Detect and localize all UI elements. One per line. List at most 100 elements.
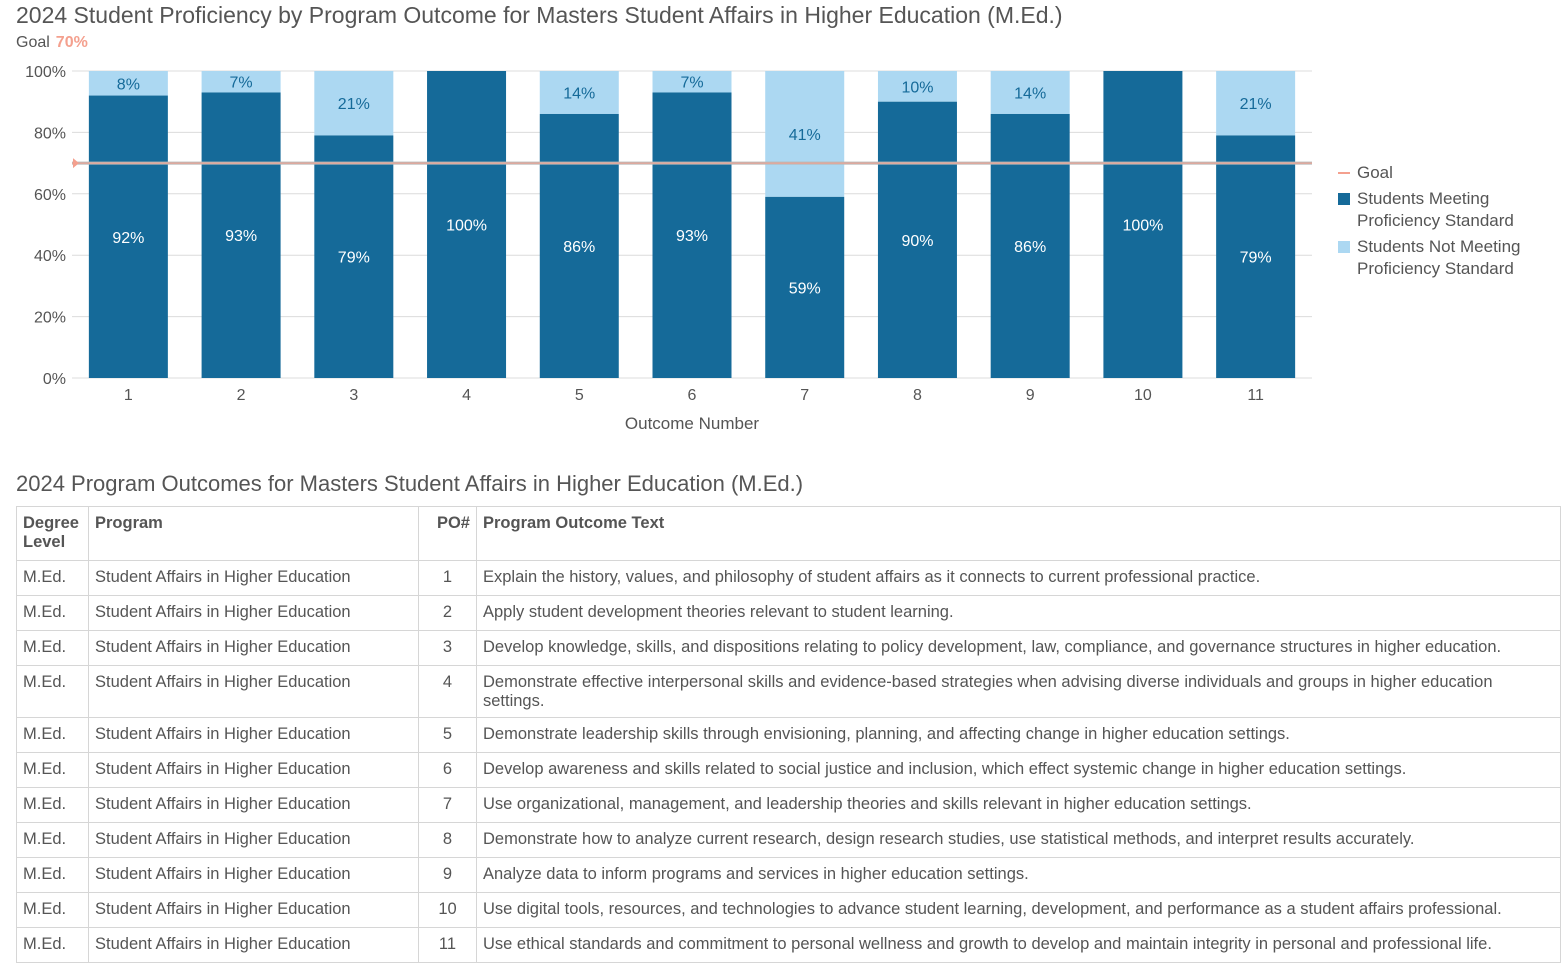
y-tick-label: 0% (43, 371, 66, 388)
degree-level-cell: M.Ed. (16, 665, 89, 718)
data-label-meeting: 92% (112, 230, 144, 247)
table-title: 2024 Program Outcomes for Masters Studen… (16, 471, 804, 496)
bar-not-meeting (877, 71, 957, 102)
data-label-meeting: 59% (789, 280, 821, 297)
data-label-not-meeting: 41% (789, 127, 821, 144)
table-row: M.Ed. Student Affairs in Higher Education… (16, 560, 1561, 596)
bar-not-meeting (539, 71, 619, 114)
degree-level-cell: M.Ed. (16, 560, 89, 596)
outcome-text-cell: Use organizational, management, and lead… (476, 787, 1561, 823)
bar-meeting (765, 196, 845, 378)
data-label-meeting: 86% (563, 239, 595, 256)
goal-value: 70% (55, 34, 88, 51)
outcome-text-cell: Develop awareness and skills related to … (476, 752, 1561, 788)
degree-level-cell: M.Ed. (16, 892, 89, 928)
po-number-cell: 5 (418, 717, 477, 753)
bar-not-meeting (765, 71, 845, 197)
bar-meeting (990, 113, 1070, 379)
outcome-text-cell: Demonstrate how to analyze current resea… (476, 822, 1561, 858)
table-row: M.Ed. Student Affairs in Higher Education… (16, 717, 1561, 753)
data-label-not-meeting: 21% (338, 96, 370, 113)
program-cell: Student Affairs in Higher Education (88, 717, 419, 753)
not-meeting-swatch (1338, 241, 1350, 253)
data-label-not-meeting: 21% (1240, 96, 1272, 113)
table-header-row: Degree Level Program PO# Program Outcome… (16, 506, 1561, 561)
data-label-meeting: 79% (338, 250, 370, 267)
legend: Goal Students Meeting Proficiency Standa… (1338, 162, 1542, 284)
legend-label: Students Not Meeting Proficiency Standar… (1357, 237, 1521, 278)
y-tick-label: 80% (34, 125, 66, 142)
degree-level-cell: M.Ed. (16, 857, 89, 893)
po-number-cell: 1 (418, 560, 477, 596)
y-tick-label: 100% (25, 64, 66, 81)
x-tick-label: 3 (349, 387, 358, 404)
x-tick-label: 1 (124, 387, 133, 404)
x-tick-label: 6 (688, 387, 697, 404)
bar-meeting (88, 95, 168, 378)
program-cell: Student Affairs in Higher Education (88, 665, 419, 718)
po-number-cell: 10 (418, 892, 477, 928)
data-label-meeting: 93% (676, 228, 708, 245)
program-cell: Student Affairs in Higher Education (88, 752, 419, 788)
program-cell: Student Affairs in Higher Education (88, 892, 419, 928)
bar-meeting (877, 101, 957, 378)
data-label-meeting: 100% (446, 218, 487, 235)
bar-not-meeting (1216, 71, 1296, 136)
table-row: M.Ed. Student Affairs in Higher Education… (16, 822, 1561, 858)
x-tick-label: 2 (237, 387, 246, 404)
data-label-meeting: 100% (1122, 218, 1163, 235)
bar-not-meeting (88, 71, 168, 96)
x-tick-label: 5 (575, 387, 584, 404)
bar-not-meeting (652, 71, 732, 93)
header-outcome-text: Program Outcome Text (476, 506, 1561, 561)
bar-not-meeting (201, 71, 281, 93)
degree-level-cell: M.Ed. (16, 717, 89, 753)
degree-level-cell: M.Ed. (16, 752, 89, 788)
x-tick-label: 4 (462, 387, 471, 404)
y-tick-label: 60% (34, 187, 66, 204)
bar-not-meeting (990, 71, 1070, 114)
table-row: M.Ed. Student Affairs in Higher Education… (16, 630, 1561, 666)
table-row: M.Ed. Student Affairs in Higher Education… (16, 787, 1561, 823)
degree-level-cell: M.Ed. (16, 595, 89, 631)
program-cell: Student Affairs in Higher Education (88, 927, 419, 963)
data-label-not-meeting: 14% (1014, 85, 1046, 102)
outcome-text-cell: Develop knowledge, skills, and dispositi… (476, 630, 1561, 666)
legend-item-goal[interactable]: Goal (1338, 162, 1542, 184)
legend-item-not-meeting[interactable]: Students Not Meeting Proficiency Standar… (1338, 236, 1542, 280)
po-number-cell: 6 (418, 752, 477, 788)
po-number-cell: 2 (418, 595, 477, 631)
po-number-cell: 8 (418, 822, 477, 858)
data-label-meeting: 79% (1240, 250, 1272, 267)
bar-not-meeting (314, 71, 394, 136)
po-number-cell: 9 (418, 857, 477, 893)
program-cell: Student Affairs in Higher Education (88, 787, 419, 823)
goal-summary: Goal 70% (16, 34, 88, 52)
bar-meeting (1216, 135, 1296, 378)
degree-level-cell: M.Ed. (16, 787, 89, 823)
outcome-text-cell: Use ethical standards and commitment to … (476, 927, 1561, 963)
po-number-cell: 4 (418, 665, 477, 718)
x-tick-label: 11 (1247, 387, 1264, 404)
data-label-not-meeting: 14% (563, 85, 595, 102)
x-tick-label: 7 (800, 387, 809, 404)
po-number-cell: 11 (418, 927, 477, 963)
outcome-text-cell: Demonstrate leadership skills through en… (476, 717, 1561, 753)
x-tick-label: 8 (913, 387, 922, 404)
table-row: M.Ed. Student Affairs in Higher Education… (16, 665, 1561, 718)
x-tick-label: 10 (1134, 387, 1152, 404)
legend-item-meeting[interactable]: Students Meeting Proficiency Standard (1338, 188, 1542, 232)
outcome-text-cell: Use digital tools, resources, and techno… (476, 892, 1561, 928)
po-number-cell: 7 (418, 787, 477, 823)
degree-level-cell: M.Ed. (16, 927, 89, 963)
outcome-text-cell: Demonstrate effective interpersonal skil… (476, 665, 1561, 718)
outcome-text-cell: Explain the history, values, and philoso… (476, 560, 1561, 596)
data-label-not-meeting: 7% (230, 75, 253, 92)
bar-meeting (539, 113, 619, 379)
program-cell: Student Affairs in Higher Education (88, 822, 419, 858)
bar-meeting (427, 71, 507, 378)
program-cell: Student Affairs in Higher Education (88, 560, 419, 596)
header-program: Program (88, 506, 419, 561)
table-row: M.Ed. Student Affairs in Higher Education… (16, 927, 1561, 963)
legend-label: Students Meeting Proficiency Standard (1357, 189, 1514, 230)
